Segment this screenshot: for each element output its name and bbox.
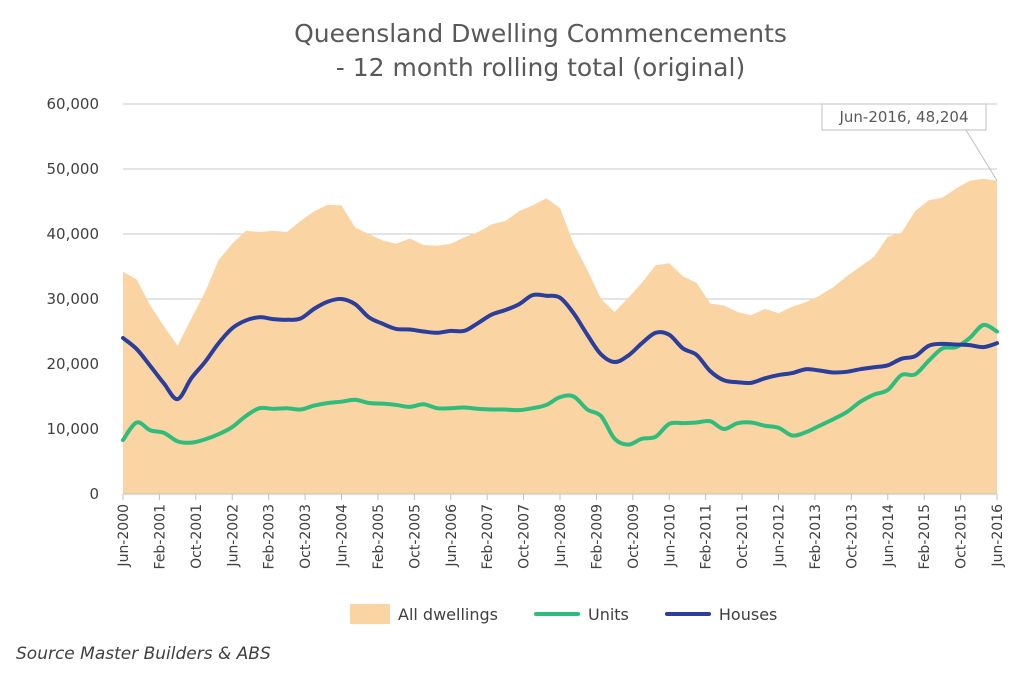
x-tick-label: Feb-2009: [589, 504, 605, 569]
legend-swatch-all-dwellings: [350, 604, 390, 624]
callout-leader: [965, 129, 998, 181]
chart-title-line1: Queensland Dwelling Commencements: [294, 19, 787, 48]
x-tick-label: Feb-2015: [917, 504, 933, 569]
x-tick-label: Feb-2001: [152, 504, 168, 569]
legend-swatch-units: [533, 612, 580, 616]
x-tick-label: Jun-2010: [662, 504, 678, 568]
x-tick-label: Feb-2011: [699, 504, 715, 569]
chart-svg: 0 10,000 20,000 30,000 40,000 50,000 60,000 Jun…: [47, 95, 1007, 569]
callout-label: Jun-2016, 48,204: [838, 108, 968, 126]
x-tick-label: Oct-2007: [517, 504, 533, 569]
x-tick-label: Jun-2004: [335, 504, 351, 568]
legend-swatch-houses: [664, 612, 711, 616]
x-tick-label: Feb-2007: [480, 504, 496, 569]
source-note: Source Master Builders & ABS: [16, 644, 271, 664]
x-tick-label: Feb-2013: [808, 504, 824, 569]
y-tick-label: 60,000: [47, 95, 100, 113]
callout-box: [821, 103, 987, 131]
y-tick-label: 10,000: [47, 420, 100, 438]
y-tick-label: 50,000: [47, 160, 100, 178]
legend-label-houses: Houses: [718, 604, 778, 624]
x-tick-label: Jun-2016: [990, 504, 1006, 568]
x-tick-label: Jun-2006: [444, 504, 460, 568]
x-tick-label: Oct-2001: [189, 504, 205, 569]
x-tick-label: Jun-2008: [553, 504, 569, 568]
y-tick-label: 30,000: [47, 290, 100, 308]
line-houses: [121, 292, 999, 402]
legend-item-houses: Houses: [664, 604, 778, 624]
area-all-dwellings: [123, 178, 997, 494]
line-units: [121, 322, 999, 447]
legend: All dwellings Units Houses: [350, 604, 813, 624]
x-tick-label: Oct-2011: [735, 504, 751, 569]
y-tick-label: 0: [89, 485, 99, 503]
x-tick-label: Oct-2005: [407, 504, 423, 569]
legend-label-all-dwellings: All dwellings: [398, 604, 498, 624]
chart-title-line2: - 12 month rolling total (original): [335, 53, 746, 82]
x-tick-label: Jun-2002: [225, 504, 241, 568]
x-tick-label: Oct-2015: [954, 504, 970, 569]
x-tick-label: Jun-2012: [772, 504, 788, 568]
x-tick-label: Oct-2003: [298, 504, 314, 569]
x-tick-label: Feb-2003: [262, 504, 278, 569]
y-tick-label: 20,000: [47, 355, 100, 373]
x-tick-label: Jun-2000: [116, 504, 132, 568]
x-tick-label: Oct-2013: [844, 504, 860, 569]
x-tick-label: Feb-2005: [371, 504, 387, 569]
legend-item-all-dwellings: All dwellings: [350, 604, 498, 624]
x-tick-label: Oct-2009: [626, 504, 642, 569]
y-tick-label: 40,000: [47, 225, 100, 243]
x-tick-label: Jun-2014: [881, 504, 897, 568]
legend-label-units: Units: [587, 604, 629, 624]
legend-item-units: Units: [533, 604, 629, 624]
